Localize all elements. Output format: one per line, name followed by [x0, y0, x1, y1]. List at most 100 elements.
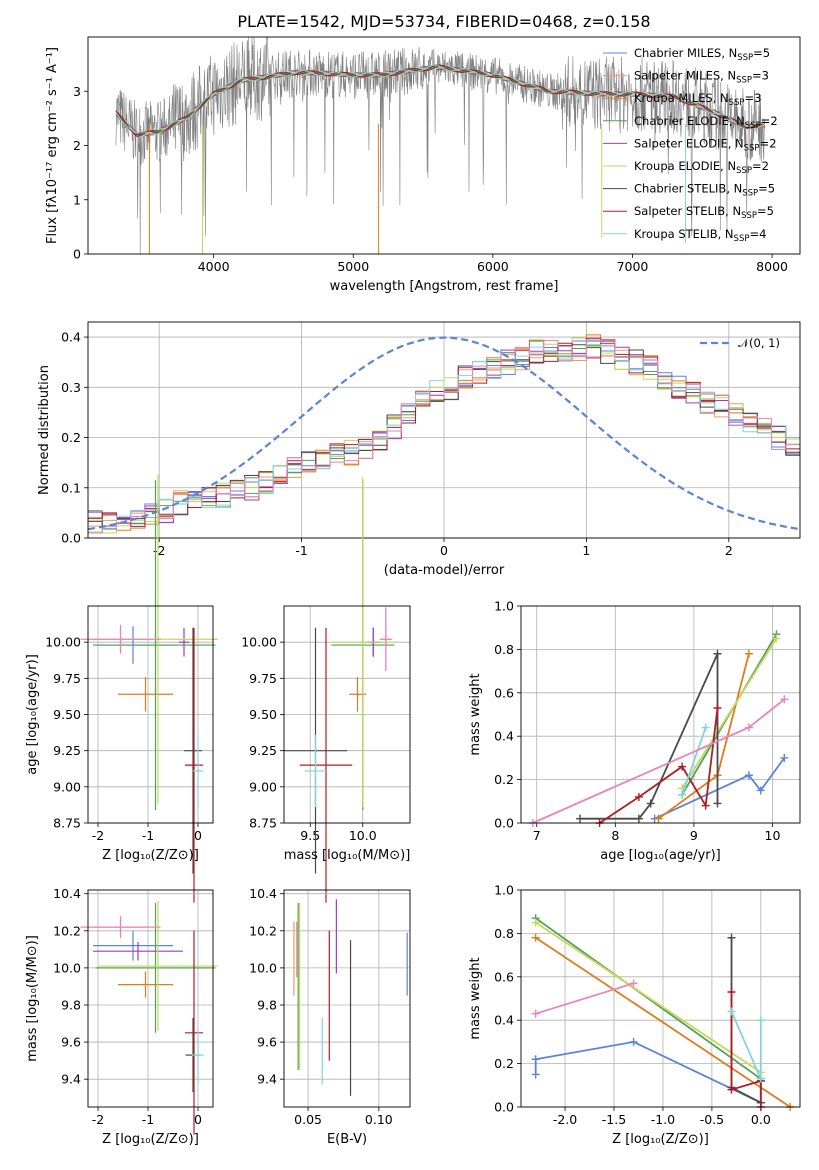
axes-frame — [87, 889, 214, 1108]
mass-weight-marker — [531, 1070, 540, 1079]
legend-label: Kroupa MILES, N — [634, 91, 729, 105]
y-tick-label: 0.6 — [494, 685, 514, 700]
data-spectrum-line — [115, 37, 766, 254]
figure-title: PLATE=1542, MJD=53734, FIBERID=0468, z=0… — [237, 12, 651, 31]
x-tick-label: 4000 — [198, 259, 230, 274]
y-tick-label: 10.2 — [53, 923, 81, 938]
y-tick-label: 0.2 — [61, 430, 81, 445]
histogram-series — [88, 344, 800, 534]
legend-label: Salpeter MILES, N — [634, 69, 736, 83]
x-tick-label: -1 — [295, 543, 307, 558]
mass-weight-series — [535, 921, 762, 1074]
x-axis-label: wavelength [Angstrom, rest frame] — [330, 279, 559, 294]
mass-weight-marker — [780, 695, 789, 704]
legend-suffix: =3 — [744, 91, 761, 105]
mass-vs-extinction-panel: 0.05 0.10 9.4 9.6 9.8 10.0 10.2 10.4 E(B-V) — [249, 886, 411, 1147]
axes-frame — [283, 605, 411, 824]
age-vs-metallicity-panel: -2 -1 0 8.75 9.00 9.25 9.50 9.75 10.00 Z [log₁₀(Z… — [25, 474, 218, 903]
mass-weight-marker — [727, 1007, 736, 1016]
legend-suffix: =5 — [753, 46, 770, 60]
x-axis-label: (data-model)/error — [384, 563, 505, 578]
legend-label: Chabrier ELODIE, N — [634, 114, 745, 128]
mass-weight-marker — [727, 1085, 736, 1094]
legend-entry: 𝒩(0, 1) — [738, 336, 780, 350]
mass-weight-series — [681, 638, 778, 789]
mass-weight-vs-metallicity-panel: -2.0 -1.5 -1.0 -0.5 0.0 0.0 0.2 0.4 0.6 0.8 1.0 Z [… — [468, 883, 801, 1147]
y-tick-label: 9.50 — [249, 707, 277, 722]
y-tick-label: 3 — [73, 84, 81, 99]
x-axis-label: Z [log₁₀(Z/Z⊙)] — [612, 1132, 709, 1147]
mass-weight-marker — [780, 753, 789, 762]
legend-entry: Salpeter STELIB, NSSP=5 — [634, 204, 774, 221]
legend-suffix: =2 — [760, 136, 777, 150]
legend-subscript: SSP — [741, 211, 757, 221]
mass-weight-series — [681, 727, 707, 796]
y-tick-label: 0.6 — [494, 969, 514, 984]
y-tick-label: 9.75 — [53, 671, 81, 686]
x-tick-label: 9 — [690, 828, 698, 843]
mass-weight-marker — [531, 1055, 540, 1064]
axes-frame — [87, 321, 801, 539]
x-tick-label: -1 — [142, 1112, 154, 1127]
mass-weight-marker — [575, 814, 584, 823]
y-tick-label: 0.8 — [494, 642, 514, 657]
y-tick-label: 8.75 — [53, 816, 81, 831]
y-axis-label: Flux [fλ10⁻¹⁷ erg cm⁻² s⁻¹ A⁻¹] — [45, 47, 60, 244]
mass-weight-marker — [531, 1009, 540, 1018]
y-tick-label: 9.8 — [257, 997, 277, 1012]
mass-weight-marker — [727, 987, 736, 996]
legend-subscript: SSP — [744, 143, 760, 153]
mass-weight-marker — [744, 771, 753, 780]
legend-label: Chabrier MILES, N — [634, 46, 737, 60]
y-axis-label: mass weight — [468, 673, 483, 755]
y-tick-label: 0.3 — [61, 380, 81, 395]
spectrum-panel: 4000 5000 6000 7000 8000 0 1 2 3 wavelength [Angs… — [45, 36, 801, 294]
x-tick-label: 6000 — [477, 259, 509, 274]
mass-weight-marker — [634, 792, 643, 801]
x-axis-label: age [log₁₀(age/yr)] — [600, 848, 721, 863]
histogram-panel: -2 -1 0 1 2 0.0 0.1 0.2 0.3 0.4 (data-model)/error… — [37, 321, 801, 578]
legend-suffix: =3 — [752, 69, 769, 83]
legend-entry: Kroupa MILES, NSSP=3 — [634, 91, 761, 108]
y-tick-label: 10.2 — [249, 923, 277, 938]
y-tick-label: 1.0 — [494, 883, 514, 898]
x-tick-label: 0 — [194, 1112, 202, 1127]
mass-weight-marker — [772, 634, 781, 643]
axes-frame — [283, 889, 411, 1108]
mass-weight-marker — [713, 703, 722, 712]
y-tick-label: 8.75 — [249, 816, 277, 831]
mass-weight-series — [535, 917, 762, 1080]
y-tick-label: 1.0 — [494, 599, 514, 614]
x-tick-label: 10 — [765, 828, 781, 843]
x-axis-label: Z [log₁₀(Z/Z⊙)] — [102, 848, 199, 863]
x-tick-label: 0.10 — [365, 1112, 393, 1127]
y-axis-label: age [log₁₀(age/yr)] — [25, 654, 40, 775]
mass-weight-marker — [678, 762, 687, 771]
y-tick-label: 10.4 — [53, 886, 81, 901]
mass-weight-series — [534, 1040, 762, 1104]
legend-entry: Kroupa STELIB, NSSP=4 — [634, 227, 766, 244]
mass-weight-marker — [629, 979, 638, 988]
mass-weight-marker — [713, 649, 722, 658]
legend-label: Kroupa STELIB, N — [634, 227, 734, 241]
x-tick-label: 8 — [611, 828, 619, 843]
y-tick-label: 10.00 — [45, 635, 81, 650]
y-tick-label: 9.00 — [53, 779, 81, 794]
x-tick-label: 0 — [194, 828, 202, 843]
axes-frame — [520, 605, 801, 824]
y-tick-label: 0.4 — [494, 1013, 514, 1028]
mass-weight-marker — [531, 933, 540, 942]
y-tick-label: 9.6 — [257, 1035, 277, 1050]
mass-weight-series — [535, 936, 791, 1108]
y-tick-label: 9.75 — [249, 671, 277, 686]
x-tick-label: -1.0 — [651, 1112, 675, 1127]
x-tick-label: 7000 — [617, 259, 649, 274]
x-tick-label: -1 — [142, 828, 154, 843]
y-axis-label: mass [log₁₀(M/M⊙)] — [25, 935, 40, 1062]
x-tick-label: 2 — [725, 543, 733, 558]
mass-weight-marker — [756, 1016, 765, 1025]
legend-subscript: SSP — [737, 53, 753, 63]
mass-weight-marker — [701, 723, 710, 732]
